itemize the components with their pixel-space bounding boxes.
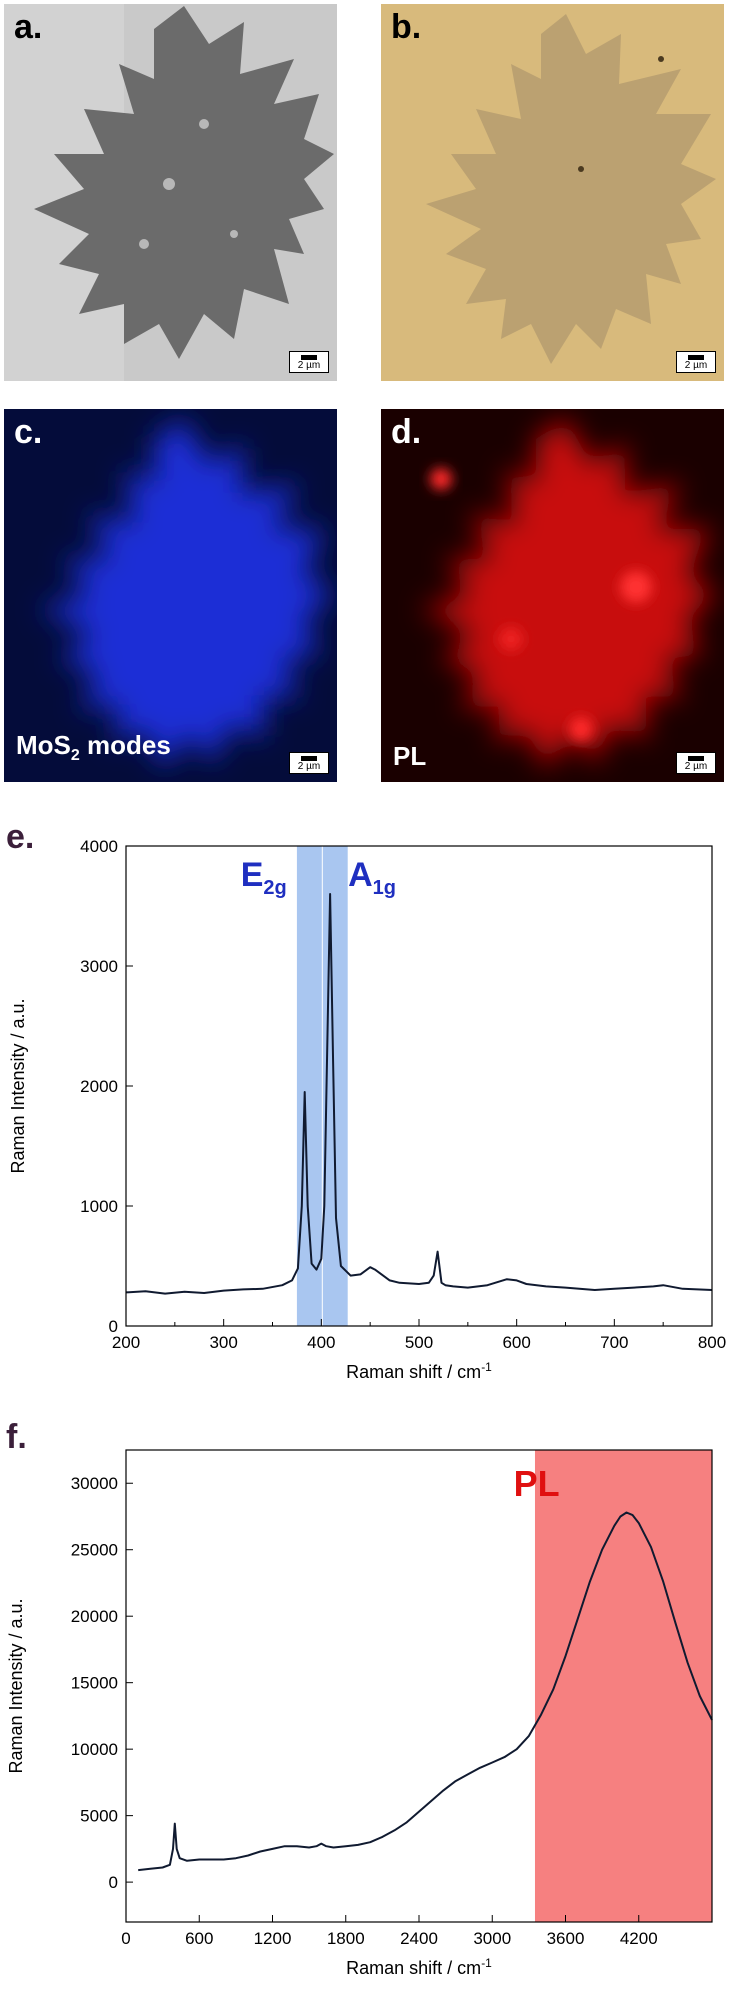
- optical-flake: [426, 14, 716, 364]
- y-tick-label: 0: [109, 1873, 118, 1892]
- y-tick-label: 25000: [71, 1541, 118, 1560]
- series-line: [138, 1511, 713, 1872]
- y-tick-label: 3000: [80, 957, 118, 976]
- x-tick-label: 1800: [327, 1929, 365, 1948]
- annotation-label: A1g: [348, 856, 396, 899]
- scale-bar-line: [301, 355, 317, 360]
- raman-map-flake: [39, 419, 334, 769]
- y-tick-label: 5000: [80, 1807, 118, 1826]
- raman-map-label-sub: 2: [70, 747, 80, 764]
- x-tick-label: 0: [121, 1929, 130, 1948]
- sem-micrograph: [4, 4, 337, 381]
- y-tick-label: 4000: [80, 837, 118, 856]
- scale-bar-label: 2 µm: [297, 761, 321, 772]
- scale-bar-label: 2 µm: [684, 360, 708, 371]
- raman-spectrum-chart: 200 300 400 500 600 700 800 0 1000 2000 3000 4000 Ra…: [8, 837, 726, 1382]
- series-line: [125, 893, 713, 1295]
- pl-hotspot: [499, 627, 523, 651]
- x-tick-label: 4200: [620, 1929, 658, 1948]
- panel-b-optical-image: b. 2 µm: [381, 4, 724, 381]
- scale-bar: 2 µm: [676, 351, 716, 373]
- optical-micrograph: [381, 4, 724, 381]
- x-tick-label: 600: [502, 1333, 530, 1352]
- y-tick-label: 0: [109, 1317, 118, 1336]
- scale-bar-label: 2 µm: [297, 360, 321, 371]
- pl-hotspot: [430, 468, 452, 490]
- sem-particle: [163, 178, 175, 190]
- x-axis-label: Raman shift / cm-1: [346, 1956, 492, 1978]
- sem-flake: [34, 6, 334, 359]
- panel-c-raman-map: c. MoS2 modes 2 µm: [4, 409, 337, 782]
- shaded-band: [534, 1450, 712, 1922]
- x-tick-label: 1200: [254, 1929, 292, 1948]
- x-tick-label: 700: [600, 1333, 628, 1352]
- y-tick-label: 15000: [71, 1674, 118, 1693]
- x-tick-label: 2400: [400, 1929, 438, 1948]
- pl-map: [381, 409, 724, 782]
- x-tick-label: 800: [698, 1333, 726, 1352]
- panel-a-sem-image: a. 2 µm: [4, 4, 337, 381]
- optical-speck: [658, 56, 664, 62]
- raman-map-label-main: MoS: [16, 729, 71, 760]
- raman-map: [4, 409, 337, 782]
- raman-map-label: MoS2 modes: [16, 731, 171, 770]
- y-tick-label: 20000: [71, 1607, 118, 1626]
- sem-particle: [230, 230, 238, 238]
- x-tick-label: 3600: [547, 1929, 585, 1948]
- y-tick-label: 30000: [71, 1474, 118, 1493]
- panel-letter-b: b.: [391, 8, 422, 46]
- scale-bar-line: [301, 756, 317, 761]
- sem-particle: [199, 119, 209, 129]
- x-tick-label: 300: [209, 1333, 237, 1352]
- chart-letter-e: e.: [6, 818, 35, 856]
- y-axis-label: Raman Intensity / a.u.: [8, 998, 28, 1173]
- scale-bar-label: 2 µm: [684, 761, 708, 772]
- chart-letter-f: f.: [6, 1418, 27, 1456]
- y-tick-label: 1000: [80, 1197, 118, 1216]
- scale-bar-line: [688, 756, 704, 761]
- plot-frame: [125, 845, 713, 1327]
- scale-bar: 2 µm: [289, 752, 329, 774]
- optical-speck: [578, 166, 584, 172]
- pl-spectrum-chart: 0 600 1200 1800 2400 3000 3600 4200 0 5000 10000 15…: [6, 1449, 713, 1978]
- pl-map-flake: [421, 419, 716, 769]
- scale-bar: 2 µm: [676, 752, 716, 774]
- x-tick-label: 600: [185, 1929, 213, 1948]
- x-axis-label: Raman shift / cm-1: [346, 1360, 492, 1382]
- panel-letter-c: c.: [14, 413, 43, 451]
- pl-hotspot: [569, 717, 593, 741]
- x-tick-label: 3000: [473, 1929, 511, 1948]
- x-tick-label: 500: [405, 1333, 433, 1352]
- y-tick-label: 2000: [80, 1077, 118, 1096]
- scale-bar: 2 µm: [289, 351, 329, 373]
- x-tick-label: 200: [112, 1333, 140, 1352]
- scale-bar-line: [688, 355, 704, 360]
- y-axis-label: Raman Intensity / a.u.: [6, 1598, 26, 1773]
- pl-map-label: PL: [393, 741, 427, 771]
- panel-letter-a: a.: [14, 8, 43, 46]
- panel-d-pl-map: d. PL 2 µm: [381, 409, 724, 782]
- raman-map-label-rest: modes: [79, 729, 171, 760]
- annotation-label: E2g: [241, 856, 287, 899]
- annotation-label: PL: [514, 1463, 560, 1504]
- sem-particle: [139, 239, 149, 249]
- pl-hotspot: [620, 571, 652, 603]
- panel-letter-d: d.: [391, 413, 422, 451]
- x-tick-label: 400: [307, 1333, 335, 1352]
- y-tick-label: 10000: [71, 1740, 118, 1759]
